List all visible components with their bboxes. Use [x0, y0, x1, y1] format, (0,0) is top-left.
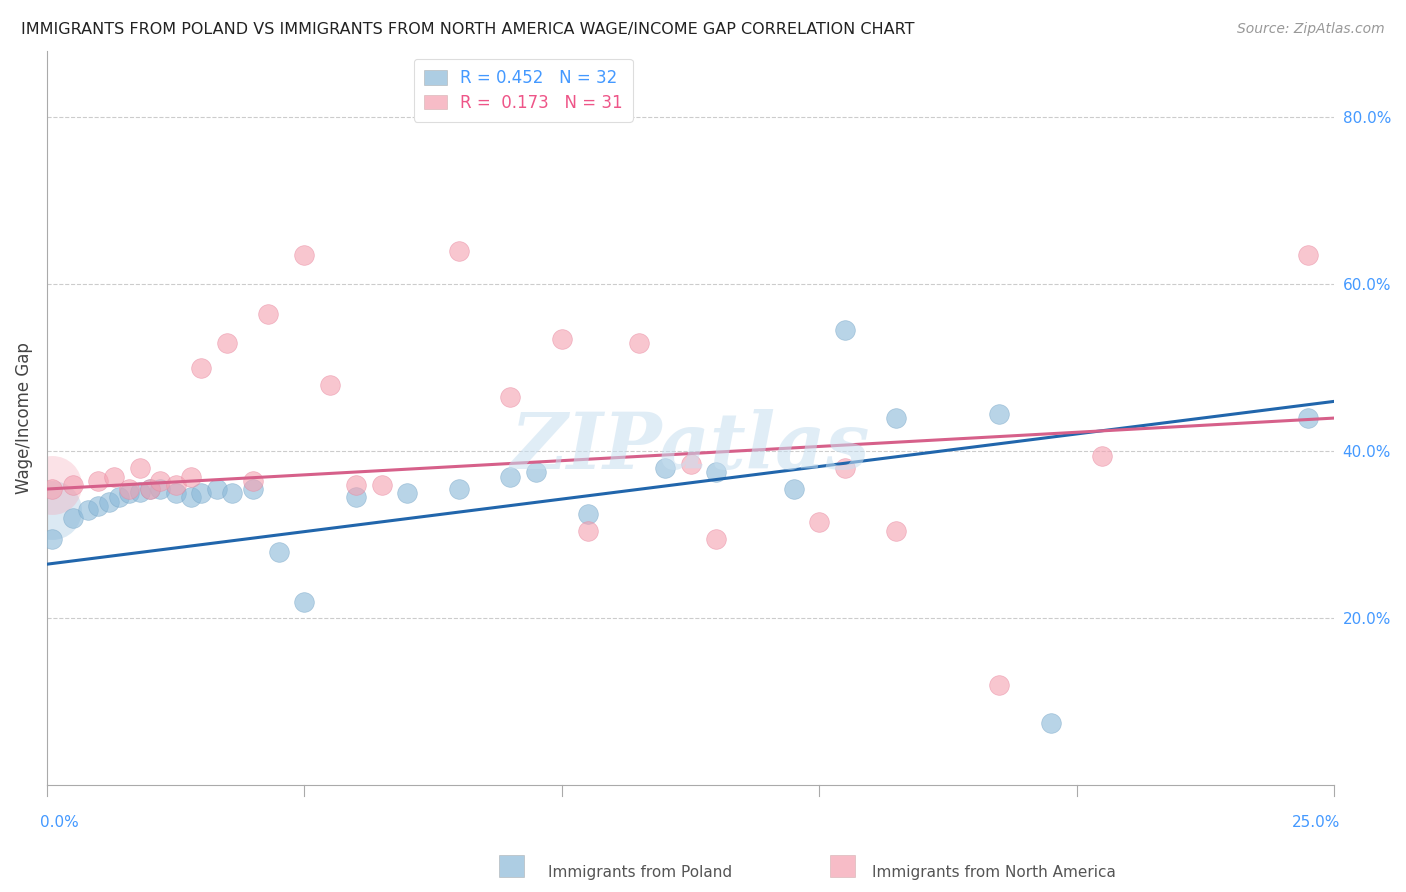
Point	[704, 466, 727, 480]
Text: ZIPatlas: ZIPatlas	[510, 409, 870, 486]
Point	[118, 482, 141, 496]
Point	[499, 469, 522, 483]
Point	[149, 474, 172, 488]
Point	[97, 494, 120, 508]
Point	[139, 482, 162, 496]
Point	[257, 307, 280, 321]
Point	[190, 361, 212, 376]
Point	[576, 507, 599, 521]
Point	[679, 457, 702, 471]
Point	[242, 474, 264, 488]
Point	[1298, 411, 1320, 425]
Point	[319, 377, 342, 392]
Point	[165, 478, 187, 492]
Point	[988, 678, 1011, 692]
Bar	[830, 855, 855, 878]
Point	[988, 407, 1011, 421]
Point	[108, 491, 131, 505]
Point	[447, 244, 470, 258]
Point	[242, 482, 264, 496]
Point	[139, 482, 162, 496]
Point	[180, 491, 202, 505]
Point	[205, 482, 228, 496]
Point	[551, 332, 574, 346]
Point	[41, 532, 63, 546]
Text: 0.0%: 0.0%	[41, 815, 79, 830]
Text: IMMIGRANTS FROM POLAND VS IMMIGRANTS FROM NORTH AMERICA WAGE/INCOME GAP CORRELAT: IMMIGRANTS FROM POLAND VS IMMIGRANTS FRO…	[21, 22, 914, 37]
Point	[41, 478, 63, 492]
Point	[1039, 715, 1062, 730]
Point	[128, 484, 150, 499]
Point	[396, 486, 419, 500]
Point	[221, 486, 243, 500]
Point	[77, 503, 100, 517]
Point	[103, 469, 125, 483]
Point	[524, 466, 547, 480]
Point	[267, 544, 290, 558]
Point	[62, 478, 84, 492]
Point	[782, 482, 804, 496]
Point	[1298, 248, 1320, 262]
Point	[1091, 449, 1114, 463]
Point	[499, 390, 522, 404]
Point	[41, 503, 63, 517]
Point	[128, 461, 150, 475]
Point	[190, 486, 212, 500]
Point	[149, 482, 172, 496]
Point	[292, 248, 315, 262]
Point	[886, 524, 908, 538]
Point	[344, 478, 367, 492]
Point	[834, 461, 856, 475]
Point	[217, 335, 239, 350]
Point	[654, 461, 676, 475]
Point	[886, 411, 908, 425]
Point	[834, 323, 856, 337]
Point	[62, 511, 84, 525]
Point	[704, 532, 727, 546]
Point	[165, 486, 187, 500]
Point	[447, 482, 470, 496]
Point	[370, 478, 392, 492]
Point	[41, 482, 63, 496]
Point	[808, 516, 831, 530]
Text: Immigrants from Poland: Immigrants from Poland	[548, 865, 733, 880]
Y-axis label: Wage/Income Gap: Wage/Income Gap	[15, 343, 32, 494]
Point	[576, 524, 599, 538]
Point	[180, 469, 202, 483]
Point	[118, 486, 141, 500]
Bar	[499, 855, 524, 878]
Text: 25.0%: 25.0%	[1292, 815, 1340, 830]
Point	[628, 335, 651, 350]
Point	[87, 474, 110, 488]
Point	[87, 499, 110, 513]
Point	[344, 491, 367, 505]
Text: Immigrants from North America: Immigrants from North America	[872, 865, 1115, 880]
Point	[292, 595, 315, 609]
Legend: R = 0.452   N = 32, R =  0.173   N = 31: R = 0.452 N = 32, R = 0.173 N = 31	[413, 59, 633, 121]
Text: Source: ZipAtlas.com: Source: ZipAtlas.com	[1237, 22, 1385, 37]
